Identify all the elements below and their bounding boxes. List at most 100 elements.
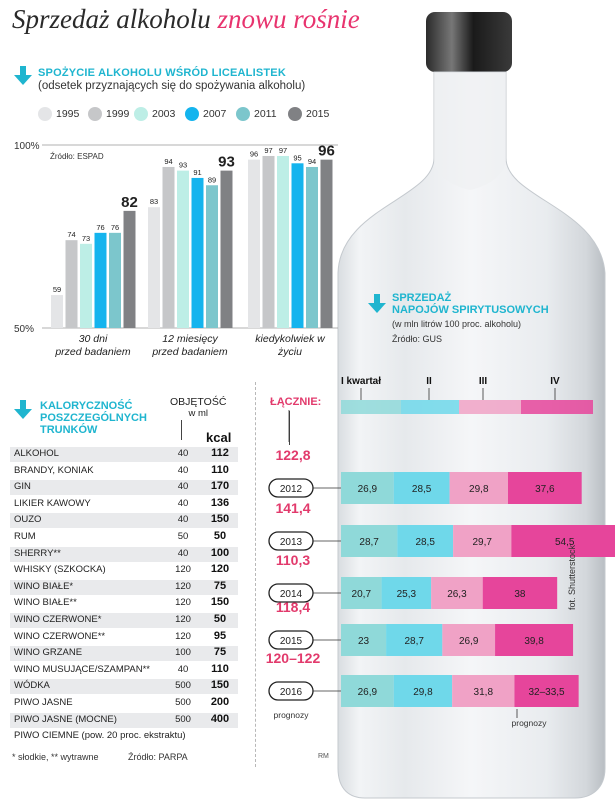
- stack-segment: [449, 472, 508, 504]
- drink-volume: 120: [175, 564, 191, 576]
- drink-volume: 500: [175, 713, 191, 725]
- bar: [123, 210, 136, 328]
- drink-name: WINO MUSUJĄCE/SZAMPAN**: [14, 663, 151, 675]
- drink-volume: 100: [175, 647, 191, 659]
- drink-kcal: 110: [211, 662, 229, 675]
- drink-kcal: 120: [210, 563, 230, 576]
- drink-kcal: 50: [213, 613, 227, 625]
- section3-heading: SPRZEDAŻ NAPOJÓW SPIRYTUSOWYCH: [392, 292, 549, 316]
- year-label: 2012: [280, 484, 303, 495]
- segment-label: 29,8: [469, 484, 489, 495]
- segment-label: 54,5: [555, 537, 575, 548]
- forecast-note: prognozy: [512, 718, 548, 728]
- bar: [148, 207, 160, 328]
- total-value: 141,4: [275, 500, 310, 516]
- data-label: 74: [67, 230, 75, 239]
- legend-label: 1999: [106, 108, 130, 120]
- category-label: przed badaniem: [151, 346, 228, 358]
- drink-volume: 40: [177, 464, 189, 476]
- data-label: 97: [279, 146, 287, 155]
- category-label: 30 dni: [79, 333, 108, 345]
- segment-label: 31,8: [474, 687, 494, 698]
- drink-name: PIWO JASNE (MOCNE): [14, 713, 117, 725]
- legend-label: 2015: [306, 108, 330, 120]
- year-pill: [268, 583, 314, 603]
- bar: [306, 166, 318, 328]
- legend-swatch: [288, 107, 302, 121]
- stack-segment: [452, 675, 515, 707]
- year-label: 2013: [280, 537, 303, 548]
- kcal-header: kcal: [206, 430, 232, 445]
- data-label: 91: [193, 168, 201, 177]
- drink-name: PIWO JASNE: [14, 697, 73, 708]
- drink-volume: 40: [177, 514, 189, 526]
- bar: [177, 170, 189, 328]
- bar: [80, 243, 92, 328]
- drink-name: WINO CZERWONE*: [14, 614, 102, 625]
- table-row-stripe: [10, 513, 238, 529]
- drink-volume: 500: [175, 697, 191, 708]
- legend-swatch: [134, 107, 148, 121]
- drink-volume: 40: [177, 663, 189, 675]
- volume-header: OBJĘTOŚĆ w ml: [170, 396, 227, 419]
- data-label: 93: [179, 161, 187, 170]
- segment-label: 28,7: [359, 537, 379, 548]
- section1-subheading: (odsetek przyznających się do spożywania…: [38, 80, 306, 92]
- drink-name: WÓDKA: [14, 680, 50, 692]
- total-value: 118,4: [276, 599, 310, 615]
- data-label: 89: [208, 175, 216, 184]
- category-label: kiedykolwiek w: [255, 333, 326, 345]
- stack-segment: [397, 525, 454, 557]
- drink-name: WINO CZERWONE**: [14, 630, 106, 642]
- forecast-note: prognozy: [274, 710, 310, 720]
- stack-segment: [341, 624, 387, 656]
- total-value: 122,8: [275, 447, 310, 463]
- segment-label: 26,9: [358, 484, 378, 495]
- data-label: 93: [218, 154, 235, 171]
- stack-segment: [453, 525, 512, 557]
- title-accent: znowu rośnie: [217, 4, 360, 34]
- bar: [262, 155, 275, 328]
- bar: [51, 295, 63, 328]
- arrow-down-icon: [14, 400, 32, 419]
- stack-segment: [341, 675, 394, 707]
- quarter-label: I kwartał: [341, 376, 381, 387]
- drink-name: WINO BIAŁE**: [14, 597, 77, 609]
- drink-volume: 120: [175, 630, 191, 642]
- data-label: 94: [164, 157, 172, 166]
- stack-segment: [381, 577, 432, 609]
- source-parpa: Źródło: PARPA: [128, 752, 188, 762]
- arrow-down-icon: [368, 294, 386, 313]
- title-main: Sprzedaż alkoholu: [12, 4, 211, 34]
- drink-kcal: 400: [210, 712, 230, 725]
- drink-name: OUZO: [14, 514, 42, 526]
- legend-item: 1995: [38, 107, 79, 121]
- drink-kcal: 112: [211, 447, 229, 459]
- drink-name: PIWO CIEMNE (pow. 20 proc. ekstraktu): [14, 730, 186, 742]
- drink-name: WINO BIAŁE*: [14, 580, 74, 592]
- legend-swatch: [236, 107, 250, 121]
- data-label: 94: [308, 157, 316, 166]
- chart1-source: Źródło: ESPAD: [50, 152, 104, 161]
- section1-heading: SPOŻYCIE ALKOHOLU WŚRÓD LICEALISTEK: [38, 67, 286, 79]
- bar: [277, 155, 289, 328]
- footnote: * słodkie, ** wytrawne: [12, 752, 99, 762]
- year-label: 2014: [280, 589, 303, 600]
- legend-swatch: [38, 107, 52, 121]
- segment-label: 20,7: [352, 589, 372, 600]
- bar: [65, 240, 78, 328]
- bar: [206, 185, 218, 328]
- section2-heading: KALORYCZNOŚĆ POSZCZEGÓLNYCH TRUNKÓW: [40, 400, 147, 436]
- segment-label: 25,3: [397, 589, 417, 600]
- table-row-stripe: [10, 480, 238, 496]
- year-pill: [268, 531, 314, 551]
- legend-swatch: [185, 107, 199, 121]
- segment-label: 26,9: [358, 687, 378, 698]
- quarter-label: IV: [550, 376, 560, 387]
- bar: [94, 232, 107, 328]
- table-row-stripe: [10, 712, 238, 728]
- segment-label: 28,5: [412, 484, 432, 495]
- bottle-illustration: [337, 12, 606, 799]
